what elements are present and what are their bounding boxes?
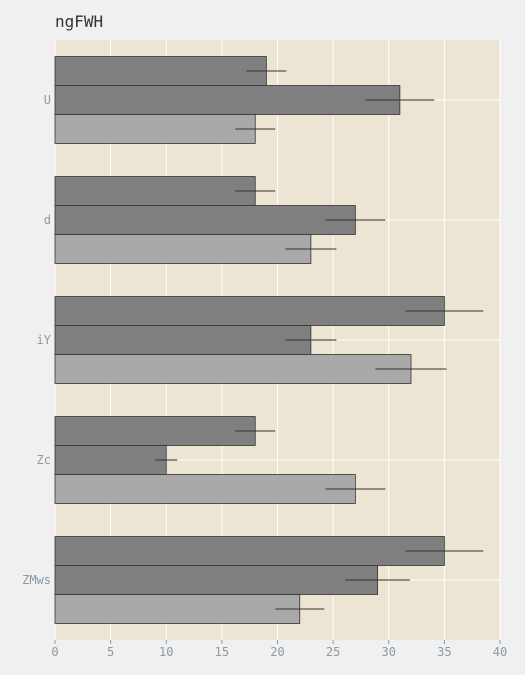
bar [54, 594, 301, 624]
y-tick-label: U [44, 93, 51, 107]
bar [54, 56, 267, 86]
y-tick-label: ZMws [22, 573, 51, 587]
bar [54, 234, 312, 264]
y-tick-label: iY [37, 333, 52, 347]
y-tick-label: d [44, 213, 51, 227]
bar [54, 445, 167, 475]
x-tick-label: 30 [382, 645, 396, 659]
x-tick-label: 10 [159, 645, 173, 659]
chart-title: ngFWH [55, 12, 104, 31]
bar [54, 565, 379, 595]
x-tick-label: 25 [326, 645, 340, 659]
bar [54, 536, 445, 566]
bar [54, 325, 312, 355]
y-tick-label: Zc [37, 453, 51, 467]
x-tick-label: 20 [270, 645, 284, 659]
x-tick-label: 40 [493, 645, 507, 659]
bar [54, 114, 256, 144]
bar [54, 416, 256, 446]
x-tick-label: 35 [437, 645, 451, 659]
bar [54, 205, 356, 235]
x-tick-label: 15 [215, 645, 229, 659]
bar [54, 176, 256, 206]
bar [54, 85, 401, 115]
bar [54, 296, 445, 326]
bar [54, 474, 356, 504]
x-tick-label: 5 [107, 645, 114, 659]
x-tick-label: 0 [51, 645, 58, 659]
bar [54, 354, 412, 384]
